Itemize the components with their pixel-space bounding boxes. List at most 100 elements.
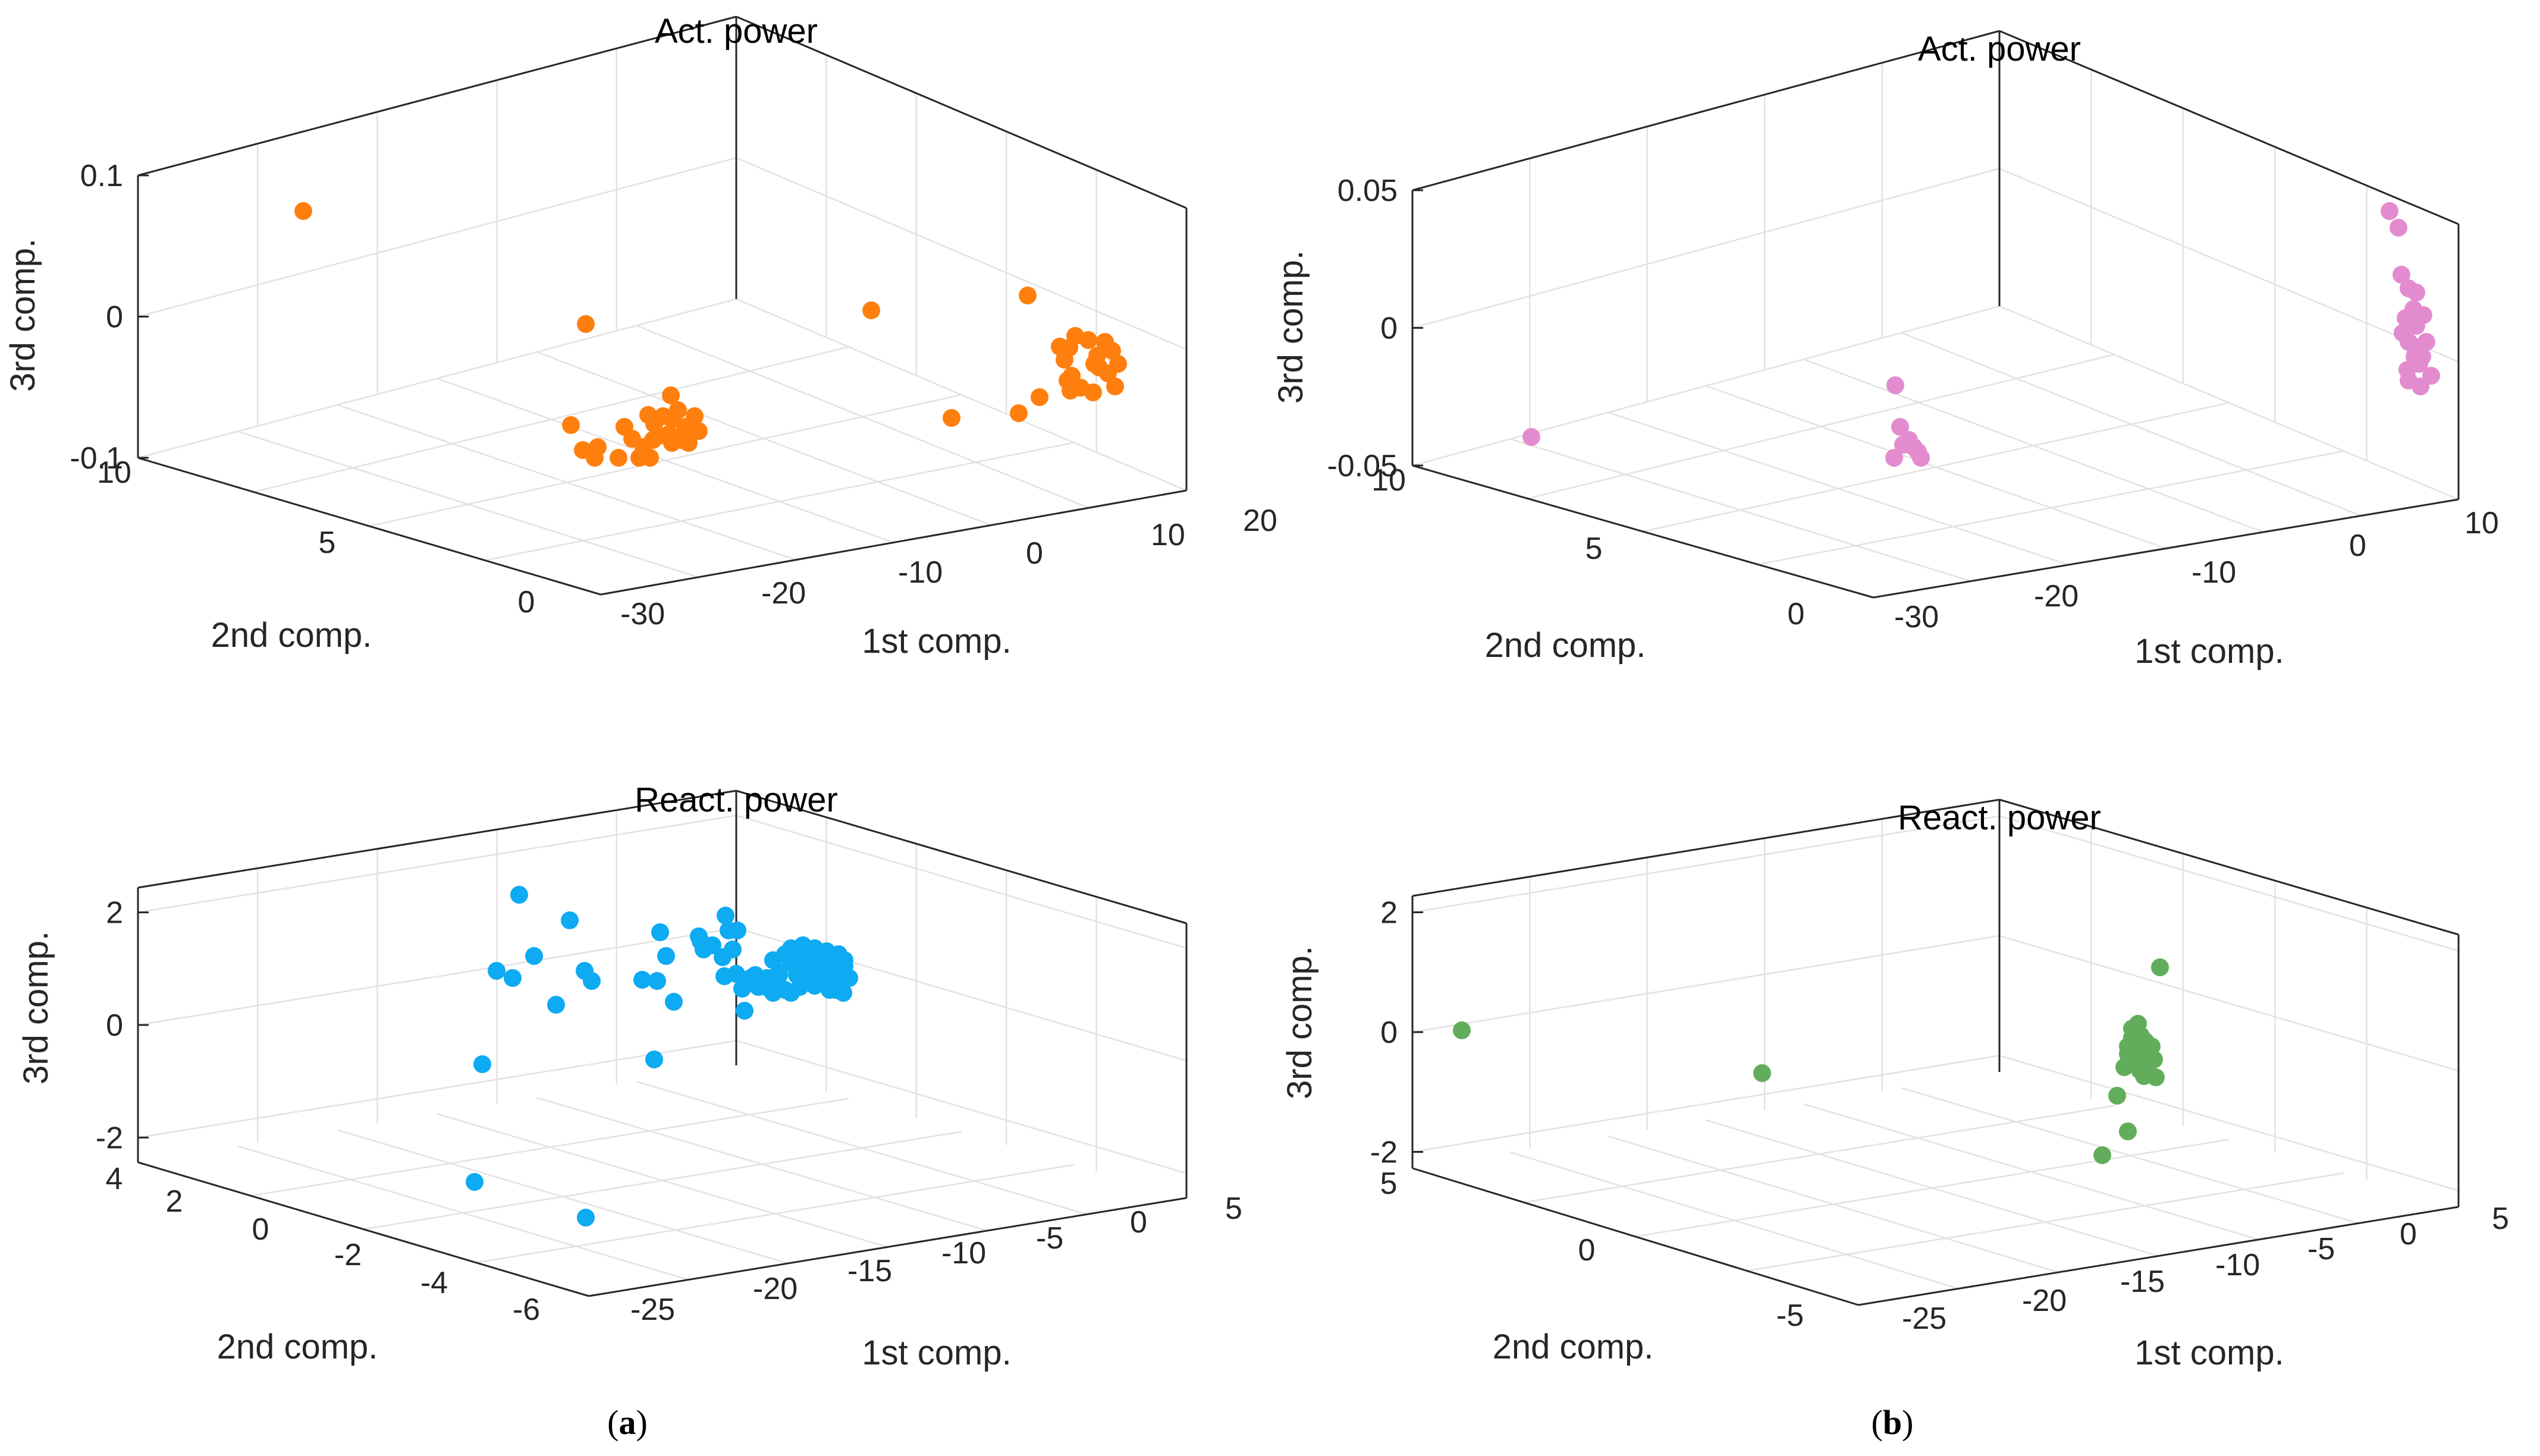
- data-point: [510, 886, 528, 904]
- x-tick-label: -20: [761, 576, 806, 611]
- x-tick-label: -20: [2034, 579, 2079, 614]
- caption-a: (a): [607, 1403, 648, 1442]
- data-point: [1106, 378, 1124, 395]
- data-point: [665, 993, 683, 1011]
- axis-back-top-right: [736, 15, 1187, 209]
- x-tick-label: -5: [1036, 1221, 1063, 1256]
- data-point: [1753, 1064, 1771, 1082]
- data-point: [657, 947, 675, 965]
- axis-back-top-right: [736, 790, 1187, 924]
- y-axis-label: 2nd comp.: [1485, 626, 1646, 665]
- grid-line: [137, 815, 737, 913]
- grid-line: [250, 1097, 849, 1197]
- panel-title: React. power: [635, 781, 838, 819]
- y-tick-label: -2: [334, 1238, 362, 1272]
- data-point: [729, 922, 746, 939]
- grid-line: [1999, 168, 2459, 363]
- x-axis: [1858, 1206, 2459, 1306]
- data-point: [2143, 1037, 2161, 1055]
- x-tick-label: 5: [2492, 1202, 2509, 1236]
- data-point: [2119, 1122, 2137, 1140]
- grid-line: [1412, 815, 2000, 913]
- data-point: [577, 1209, 595, 1227]
- grid-line: [1758, 450, 2344, 565]
- y-tick-label: 5: [319, 526, 336, 560]
- data-point: [294, 202, 312, 220]
- data-point: [1031, 388, 1048, 406]
- data-point: [830, 945, 847, 963]
- data-point: [782, 984, 800, 1002]
- y-axis: [1412, 1167, 1859, 1306]
- data-point: [633, 971, 651, 989]
- x-tick-label: -25: [630, 1293, 675, 1327]
- grid-line: [137, 1040, 737, 1139]
- data-point: [717, 907, 734, 924]
- data-point: [2397, 309, 2415, 327]
- x-axis-label: 1st comp.: [862, 1334, 1011, 1372]
- z-tick-label: 0.05: [1337, 174, 1398, 208]
- data-point: [616, 418, 633, 436]
- data-point: [2390, 219, 2407, 237]
- y-tick-label: -5: [1776, 1298, 1804, 1333]
- z-tick-label: 0: [106, 1008, 123, 1043]
- x-tick-label: 20: [1243, 504, 1277, 538]
- caption-a-label: a: [619, 1403, 636, 1442]
- y-tick-label: 0: [1788, 597, 1805, 631]
- grid-line: [485, 442, 1074, 561]
- axis-back-top-right: [1999, 798, 2459, 936]
- data-point: [2093, 1146, 2111, 1164]
- x-tick-label: 0: [1026, 536, 1043, 571]
- x-tick-label: 0: [1130, 1205, 1147, 1240]
- x-axis: [1873, 498, 2459, 599]
- axis-back-top-left: [137, 790, 737, 889]
- x-tick-label: -30: [620, 597, 665, 631]
- data-point: [473, 1055, 491, 1073]
- grid-line: [137, 157, 737, 317]
- x-tick-label: -10: [941, 1236, 986, 1271]
- grid-line: [363, 1131, 962, 1230]
- data-point: [686, 407, 704, 425]
- data-point: [840, 969, 858, 987]
- z-tick-label: 0: [106, 300, 123, 335]
- data-point: [806, 977, 824, 995]
- data-point: [1900, 431, 1918, 449]
- axis-back-top-left: [137, 15, 737, 177]
- y-tick-label: -6: [513, 1293, 540, 1327]
- y-tick-label: 4: [106, 1162, 123, 1196]
- y-tick-label: -4: [420, 1266, 448, 1300]
- x-tick-label: -10: [898, 555, 943, 590]
- y-axis: [137, 457, 601, 596]
- grid-line: [736, 157, 1187, 350]
- axis-back-top-left: [1412, 30, 2000, 191]
- grid-line: [1999, 815, 2459, 952]
- x-tick-label: -10: [2215, 1248, 2260, 1282]
- data-point: [821, 966, 839, 984]
- data-point: [742, 969, 759, 987]
- x-tick-label: -20: [2022, 1284, 2067, 1318]
- panel-title: React. power: [1898, 798, 2101, 837]
- y-tick-label: 10: [1371, 463, 1406, 498]
- y-tick-label: 0: [1578, 1233, 1596, 1268]
- data-point: [724, 941, 742, 958]
- data-point: [1084, 383, 1102, 401]
- data-point: [2400, 333, 2417, 351]
- x-tick-label: -10: [2192, 555, 2236, 590]
- data-point: [648, 972, 666, 990]
- x-axis-label: 1st comp.: [862, 622, 1011, 661]
- caption-b: (b): [1872, 1403, 1914, 1442]
- data-point: [547, 996, 565, 1014]
- data-point: [1059, 372, 1076, 389]
- y-axis: [1412, 464, 1874, 599]
- grid-line: [1635, 1139, 2230, 1238]
- data-point: [862, 301, 880, 319]
- data-point: [644, 431, 662, 449]
- x-axis-label: 1st comp.: [2134, 1334, 2284, 1372]
- y-tick-label: 5: [1380, 1166, 1398, 1201]
- data-point: [1066, 327, 1084, 345]
- y-axis-label: 2nd comp.: [217, 1328, 378, 1366]
- grid-line: [1527, 354, 2115, 499]
- data-point: [1453, 1021, 1471, 1039]
- data-point: [681, 425, 699, 443]
